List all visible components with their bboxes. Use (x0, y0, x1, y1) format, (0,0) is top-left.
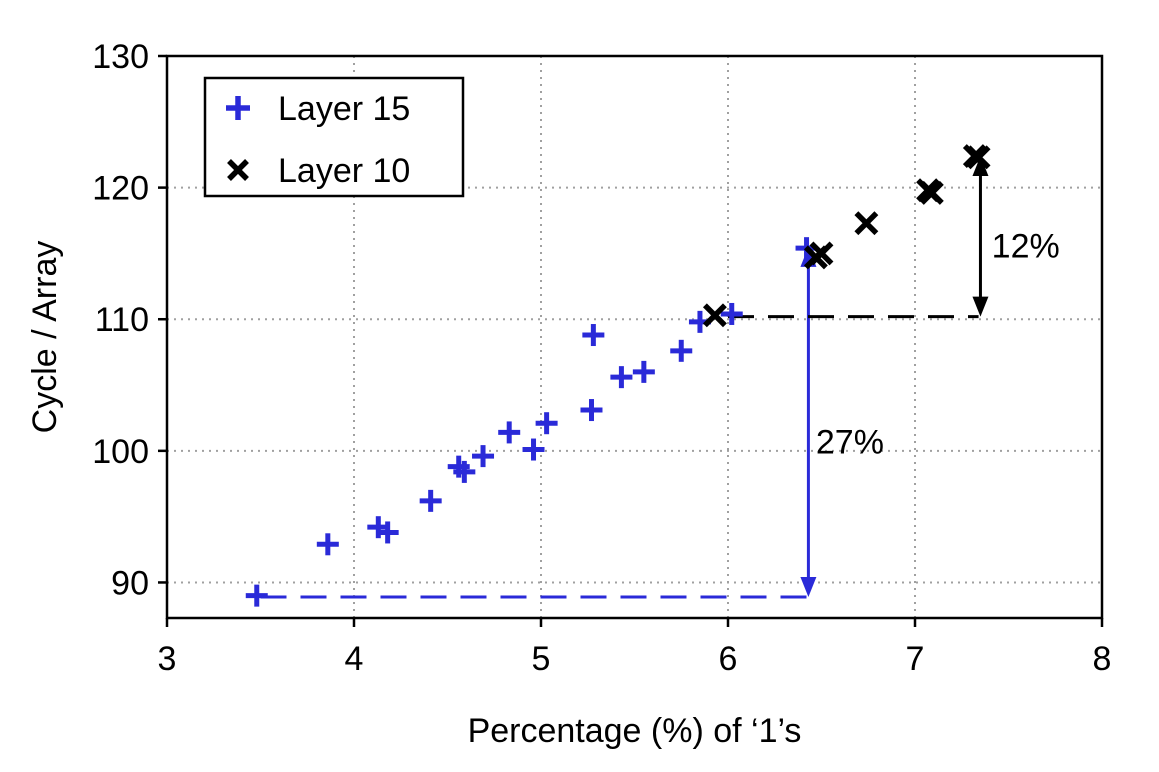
x-tick-label: 5 (532, 640, 551, 678)
annotation-label: 27% (816, 424, 884, 462)
data-point (472, 445, 495, 468)
y-tick-label: 90 (111, 564, 149, 602)
data-point (453, 460, 476, 483)
y-tick-label: 130 (92, 38, 149, 76)
data-point (702, 303, 727, 328)
data-point (316, 533, 339, 556)
data-point (522, 438, 545, 461)
y-tick-label: 110 (95, 301, 149, 339)
x-tick-label: 3 (158, 640, 177, 678)
legend-marker-plus (226, 96, 250, 120)
legend: Layer 15 Layer 10 (203, 76, 465, 198)
annotation-1: 12% (728, 156, 1060, 319)
legend-marker-x (227, 159, 249, 181)
x-tick-label: 8 (1093, 640, 1112, 678)
data-point (670, 339, 693, 362)
y-tick-label: 100 (92, 433, 149, 471)
plot-frame (165, 54, 1104, 620)
annotation-layer: 27% 12% (260, 156, 1060, 599)
data-point (498, 421, 521, 444)
y-tick-label: 120 (92, 170, 149, 208)
data-point (376, 521, 399, 544)
annotation-label: 12% (992, 228, 1060, 266)
ticks-layer: 3 4 5 6 7 8 90 100 110 120 130 (92, 38, 1111, 678)
data-point (966, 145, 991, 170)
data-point (854, 211, 879, 236)
annotation-arrow-head-down (800, 576, 817, 597)
x-tick-label: 6 (719, 640, 738, 678)
annotation-arrow-head-down (972, 296, 989, 317)
data-point (419, 489, 442, 512)
data-point (809, 241, 834, 266)
x-axis-label: Percentage (%) of ‘1’s (468, 712, 802, 750)
series-0 (245, 237, 818, 607)
legend-label-layer-10: Layer 10 (278, 152, 410, 190)
marks-layer (245, 144, 991, 607)
data-point (580, 399, 603, 422)
x-tick-label: 4 (345, 640, 364, 678)
data-point (919, 180, 944, 205)
data-point (535, 412, 558, 435)
data-point (720, 302, 743, 325)
data-point (582, 324, 605, 347)
x-tick-label: 7 (906, 640, 925, 678)
data-point (632, 360, 655, 383)
series-1 (702, 144, 991, 328)
annotation-arrow-head-up (972, 156, 989, 177)
legend-marker-layer-10 (227, 159, 249, 181)
y-axis-label: Cycle / Array (26, 241, 64, 434)
legend-label-layer-15: Layer 15 (278, 90, 410, 128)
legend-marker-layer-15 (226, 96, 250, 120)
data-point (610, 366, 633, 389)
data-point (245, 584, 268, 607)
